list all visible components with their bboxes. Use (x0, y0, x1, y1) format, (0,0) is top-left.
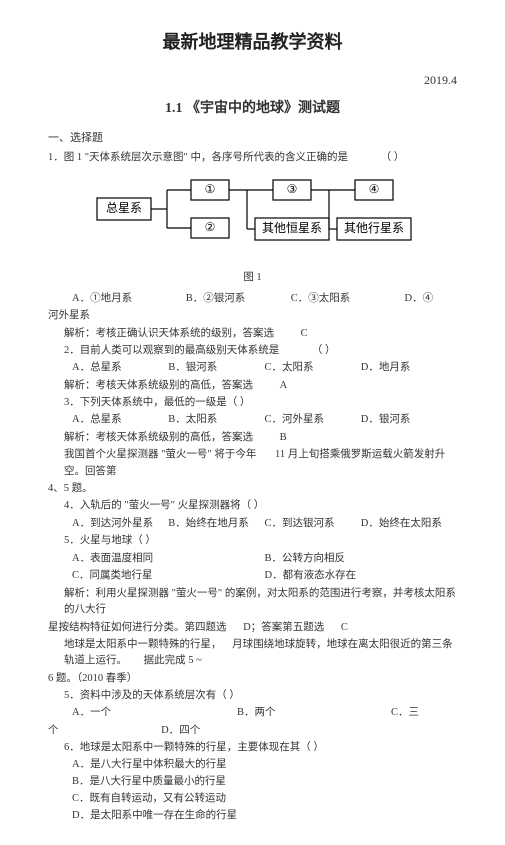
q5-stem: 5．火星与地球（ ） (48, 533, 457, 549)
date: 2019.4 (48, 71, 457, 90)
q45-expl2a: 星按结构特征如何进行分类。第四题选 (48, 622, 227, 633)
q2-c: C．太阳系 (265, 360, 361, 377)
q5-c: C．同属类地行星 (72, 568, 265, 585)
q3-b: B．太阳系 (168, 412, 264, 429)
q6-c: C．既有自转运动，又有公转运动 (48, 791, 457, 808)
q1-text: 1．图 1 "天体系统层次示意图" 中，各序号所代表的含义正确的是 (48, 152, 348, 163)
q2-text: 2．目前人类可以观察到的最高级别天体系统是 (64, 345, 279, 356)
q6-b: B．是八大行星中质量最小的行星 (48, 774, 457, 791)
q3-answer: B (256, 432, 287, 443)
intro-56: 地球是太阳系中一颗特殊的行星， 月球围绕地球旋转，地球在离太阳很近的第三条轨道上… (48, 637, 457, 670)
circle-2: ② (204, 220, 215, 234)
q1-stem: 1．图 1 "天体系统层次示意图" 中，各序号所代表的含义正确的是 （ ） (48, 150, 457, 166)
q45-expl-1: 解析：利用火星探测器 "萤火一号" 的案例，对太阳系的范围进行考察，并考核太阳系… (48, 586, 457, 619)
q4-options: A．到达河外星系 B．始终在地月系 C．到达银河系 D．始终在太阳系 (48, 516, 457, 533)
q1-opt-b: B．②银河系 (186, 291, 291, 307)
q4-stem: 4．入轨后的 "萤火一号" 火星探测器将（ ） (48, 498, 457, 514)
q3-a: A．总星系 (72, 412, 168, 429)
q45-expl2c: C (327, 622, 348, 633)
q1-explanation: 解析：考核正确认识天体系统的级别，答案选 C (48, 326, 457, 342)
q5b-options: A．一个 B．两个 C．三 (48, 705, 457, 722)
q1-options-row: A．①地月系 B．②银河系 C．③太阳系 D．④ (48, 291, 457, 307)
q5-options-1: A．表面温度相同 B．公转方向相反 (48, 551, 457, 568)
q2-paren: （ ） (282, 345, 336, 356)
figure-caption: 图 1 (48, 270, 457, 287)
q2-options: A．总星系 B．银河系 C．太阳系 D．地月系 (48, 360, 457, 377)
circle-1: ① (204, 182, 215, 196)
intro56-a: 地球是太阳系中一颗特殊的行星， (64, 639, 222, 650)
q5b-tail: 个 D．四个 (48, 723, 457, 739)
q3-c: C．河外星系 (265, 412, 361, 429)
q45-expl-2: 星按结构特征如何进行分类。第四题选 D；答案第五题选 C (48, 620, 457, 636)
q5-b: B．公转方向相反 (265, 551, 458, 568)
circle-3: ③ (286, 182, 297, 196)
q1-opt-d-cont: 河外星系 (48, 308, 457, 324)
q1-expl-text: 解析：考核正确认识天体系统的级别，答案选 (64, 328, 274, 339)
q4-a: A．到达河外星系 (72, 516, 168, 533)
q5-options-2: C．同属类地行星 D．都有液态水存在 (48, 568, 457, 585)
box-zongxingxi: 总星系 (105, 201, 141, 215)
box-other-planet: 其他行星系 (343, 221, 403, 235)
q2-b: B．银河系 (168, 360, 264, 377)
intro56-c: 据此完成 5 ~ (130, 655, 202, 666)
diagram: .bx{fill:#fff;stroke:#000;stroke-width:1… (93, 174, 413, 266)
q5b-tail-text: 个 (48, 725, 59, 736)
main-title: 最新地理精品教学资料 (48, 28, 457, 57)
q6-a: A．是八大行星中体积最大的行星 (48, 757, 457, 774)
sub-title: 1.1 《宇宙中的地球》测试题 (48, 98, 457, 120)
q45-expl2b: D；答案第五题选 (229, 622, 324, 633)
q5b-d: D．四个 (61, 725, 200, 736)
intro-45-cont: 4、5 题。 (48, 481, 457, 497)
section-heading: 一、选择题 (48, 130, 457, 148)
q1-opt-c: C．③太阳系 (291, 291, 405, 307)
q3-stem: 3．下列天体系统中，最低的一级是（ ） (48, 395, 457, 411)
q3-expl-text: 解析：考核天体系统级别的高低，答案选 (64, 432, 253, 443)
q2-d: D．地月系 (361, 360, 457, 377)
q1-paren: （ ） (351, 152, 405, 163)
q2-a: A．总星系 (72, 360, 168, 377)
box-other-star: 其他恒星系 (261, 221, 321, 235)
q1-answer: C (277, 328, 308, 339)
q1-opt-a: A．①地月系 (72, 291, 186, 307)
intro-56-cont: 6 题。（2010 春季） (48, 671, 457, 687)
q2-expl-text: 解析：考核天体系统级别的高低，答案选 (64, 380, 253, 391)
q4-c: C．到达银河系 (265, 516, 361, 533)
q6-d: D．是太阳系中唯一存在生命的行星 (48, 808, 457, 825)
q5b-a: A．一个 (72, 705, 237, 722)
q2-answer: A (256, 380, 288, 391)
q6-stem: 6．地球是太阳系中一颗特殊的行星，主要体现在其（ ） (48, 740, 457, 756)
q2-stem: 2．目前人类可以观察到的最高级别天体系统是 （ ） (48, 343, 457, 359)
q2-explanation: 解析：考核天体系统级别的高低，答案选 A (48, 378, 457, 394)
q4-d: D．始终在太阳系 (361, 516, 457, 533)
intro45-a: 我国首个火星探测器 "萤火一号" 将于今年 (64, 449, 256, 460)
q3-explanation: 解析：考核天体系统级别的高低，答案选 B (48, 430, 457, 446)
q1-opt-d: D．④ (405, 291, 458, 307)
q3-options: A．总星系 B．太阳系 C．河外星系 D．银河系 (48, 412, 457, 429)
q5-a: A．表面温度相同 (72, 551, 265, 568)
circle-4: ④ (368, 182, 379, 196)
q5b-c: C．三 (391, 705, 457, 722)
q3-d: D．银河系 (361, 412, 457, 429)
q4-b: B．始终在地月系 (168, 516, 264, 533)
q5-d: D．都有液态水存在 (265, 568, 458, 585)
q5b-stem: 5．资料中涉及的天体系统层次有（ ） (48, 688, 457, 704)
q5b-b: B．两个 (237, 705, 391, 722)
intro-45: 我国首个火星探测器 "萤火一号" 将于今年 11 月上旬搭乘俄罗斯运载火箭发射升… (48, 447, 457, 480)
